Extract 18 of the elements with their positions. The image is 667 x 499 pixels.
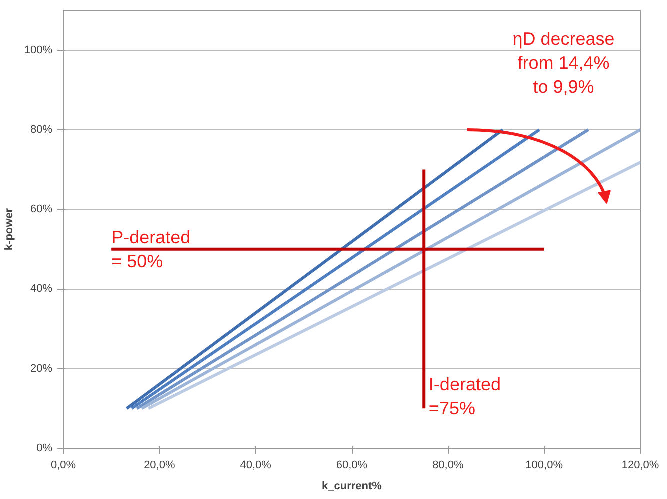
x-tick-label: 20,0% [144, 460, 176, 472]
y-tick-label: 80% [30, 124, 53, 136]
y-tick-label: 0% [36, 442, 53, 454]
annotation: ηD decrease from 14,4% to 9,9% [512, 29, 615, 98]
x-axis-title: k_current% [322, 480, 382, 492]
x-tick-label: 60,0% [336, 460, 368, 472]
x-tick-label: 120,0% [622, 460, 660, 472]
x-tick-label: 100,0% [526, 460, 564, 472]
y-tick-label: 40% [30, 283, 53, 296]
y-tick-label: 100% [24, 44, 53, 56]
y-axis-title: k-power [3, 208, 16, 251]
y-tick-label: 20% [30, 362, 53, 375]
annotation: P-derated = 50% [112, 227, 191, 272]
x-tick-label: 80,0% [432, 460, 464, 472]
x-tick-label: 40,0% [240, 460, 272, 472]
annotation: I-derated =75% [428, 374, 501, 419]
x-tick-label: 0,0% [50, 460, 76, 472]
y-tick-label: 60% [30, 204, 53, 216]
